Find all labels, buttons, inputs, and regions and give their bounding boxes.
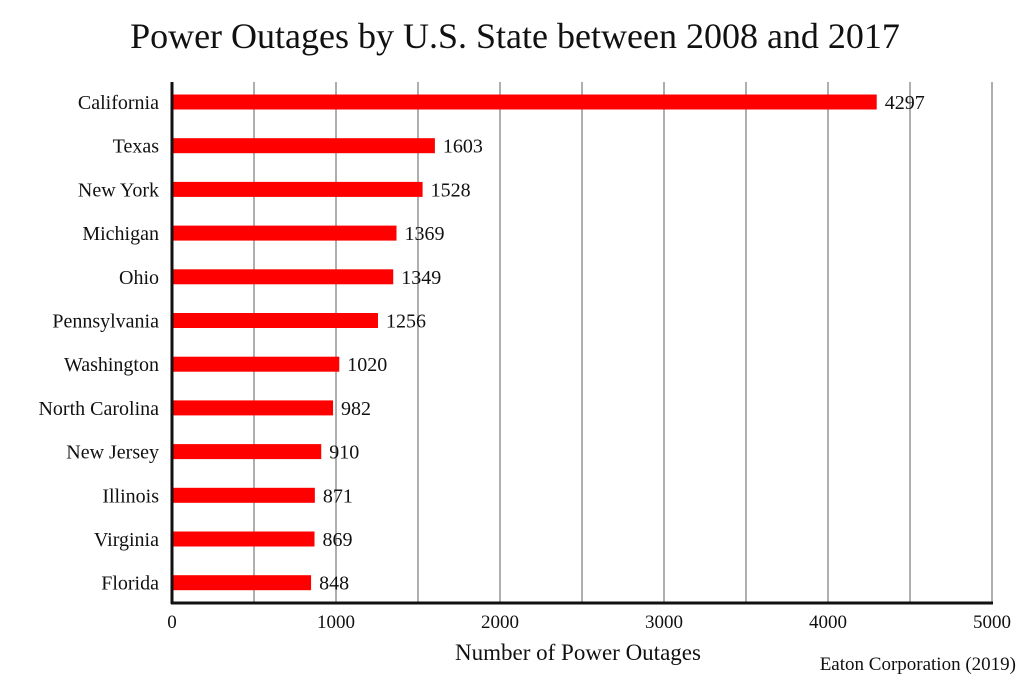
category-label: North Carolina <box>38 398 159 420</box>
bar <box>172 444 322 460</box>
bar <box>172 400 334 416</box>
x-tick-label: 1000 <box>317 612 355 633</box>
bar <box>172 138 435 154</box>
value-label: 1020 <box>347 354 387 376</box>
bar <box>172 269 394 285</box>
value-label: 4297 <box>885 92 925 114</box>
category-label: New Jersey <box>66 442 159 464</box>
category-label: California <box>78 92 159 114</box>
bar <box>172 181 423 197</box>
value-label: 1256 <box>386 311 426 333</box>
bar <box>172 94 877 110</box>
value-label: 1528 <box>431 179 471 201</box>
category-label: Texas <box>113 136 160 158</box>
bar <box>172 313 378 328</box>
value-label: 869 <box>323 529 353 551</box>
category-label: Illinois <box>102 485 159 507</box>
value-label: 1603 <box>443 136 483 158</box>
bar <box>172 531 315 547</box>
category-label: Ohio <box>119 267 159 289</box>
x-tick-label: 3000 <box>645 612 683 633</box>
value-label: 982 <box>341 398 371 420</box>
x-tick-label: 2000 <box>481 612 519 633</box>
value-label: 1369 <box>405 223 445 245</box>
value-label: 910 <box>329 442 359 464</box>
category-label: Florida <box>101 573 159 595</box>
source-note: Eaton Corporation (2019) <box>820 654 1016 675</box>
x-tick-label: 5000 <box>973 612 1011 633</box>
x-tick-label: 0 <box>167 612 177 633</box>
category-label: Virginia <box>94 529 159 551</box>
value-label: 848 <box>319 573 349 595</box>
grid-layer <box>253 82 993 603</box>
value-label: 871 <box>323 485 353 507</box>
x-axis-title: Number of Power Outages <box>455 640 701 665</box>
x-tick-label: 4000 <box>809 612 847 633</box>
bar <box>172 575 312 591</box>
bar <box>172 356 340 372</box>
bar <box>172 487 315 503</box>
category-label: Washington <box>64 354 159 376</box>
category-label: New York <box>78 179 159 201</box>
value-label: 1349 <box>401 267 441 289</box>
bars-layer <box>172 94 877 591</box>
category-label: Michigan <box>82 223 159 245</box>
labels-layer: California 4297 Texas 1603 New York 1528 Michi… <box>38 92 1011 633</box>
bar <box>172 225 397 241</box>
chart-title: Power Outages by U.S. State between 2008… <box>130 16 900 56</box>
category-label: Pennsylvania <box>52 311 159 333</box>
axes-layer <box>170 82 993 605</box>
